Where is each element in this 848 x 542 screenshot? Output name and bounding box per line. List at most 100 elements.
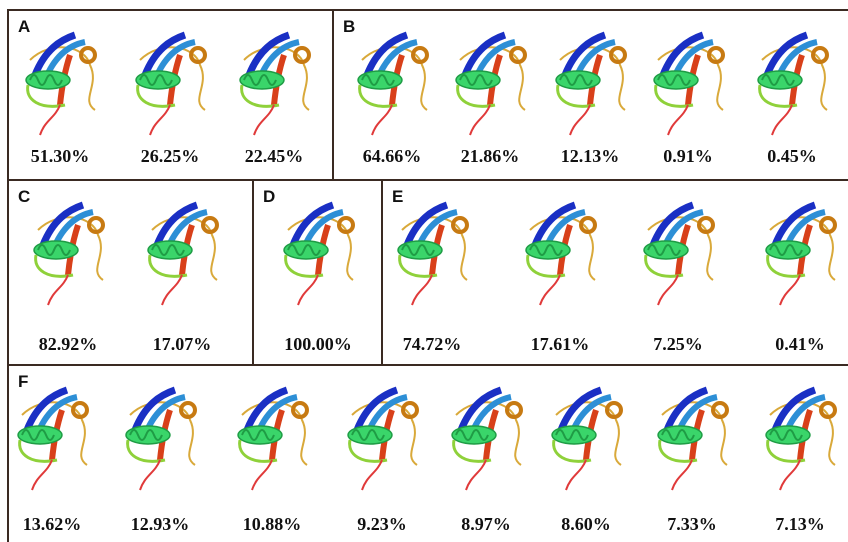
tail [570, 105, 590, 135]
figure-canvas: A 51.30% 26.25% 22.45% B 64.66% 21.86% 12.13% 0.… [0, 0, 848, 542]
percentage: 26.25% [141, 146, 200, 166]
percentage: 7.33% [667, 514, 717, 534]
helix [148, 241, 192, 259]
protein-structure [358, 35, 427, 135]
tail [780, 275, 800, 305]
tail [668, 105, 688, 135]
tail [466, 460, 486, 490]
helix [452, 426, 496, 444]
protein-structure [556, 35, 625, 135]
tail [372, 105, 392, 135]
panel-label: D [263, 187, 275, 206]
protein-structure [126, 390, 195, 490]
helix [238, 426, 282, 444]
helix [284, 241, 328, 259]
helix [766, 241, 810, 259]
tail [48, 275, 68, 305]
protein-structure [758, 35, 827, 135]
helix [240, 71, 284, 89]
helix [348, 426, 392, 444]
tail [140, 460, 160, 490]
helix [758, 71, 802, 89]
tail [32, 460, 52, 490]
percentage: 0.45% [767, 146, 817, 166]
tail [254, 105, 274, 135]
percentage: 21.86% [461, 146, 520, 166]
percentage: 9.23% [357, 514, 407, 534]
protein-structure [34, 205, 103, 305]
percentage: 0.91% [663, 146, 713, 166]
helix [526, 241, 570, 259]
percentage: 12.13% [561, 146, 620, 166]
tail [412, 275, 432, 305]
tail [40, 105, 60, 135]
helix [556, 71, 600, 89]
helix [18, 426, 62, 444]
protein-structure [26, 35, 95, 135]
protein-structure [552, 390, 621, 490]
tail [150, 105, 170, 135]
protein-structure [766, 205, 835, 305]
percentage: 10.88% [243, 514, 302, 534]
figure: A 51.30% 26.25% 22.45% B 64.66% 21.86% 12.13% 0.… [0, 0, 848, 542]
tail [672, 460, 692, 490]
percentage: 74.72% [403, 334, 462, 354]
helix [358, 71, 402, 89]
helix [456, 71, 500, 89]
protein-structure [644, 205, 713, 305]
tail [252, 460, 272, 490]
panel-label: E [392, 187, 403, 206]
helix [552, 426, 596, 444]
protein-structure [136, 35, 205, 135]
tail [780, 460, 800, 490]
percentage: 100.00% [284, 334, 352, 354]
percentage: 7.13% [775, 514, 825, 534]
protein-structure [238, 390, 307, 490]
percentage: 0.41% [775, 334, 825, 354]
tail [540, 275, 560, 305]
protein-structure [456, 35, 525, 135]
protein-structure [526, 205, 595, 305]
helix [644, 241, 688, 259]
percentage: 13.62% [23, 514, 82, 534]
helix [398, 241, 442, 259]
protein-structure [284, 205, 353, 305]
helix [658, 426, 702, 444]
panel-label: F [18, 372, 28, 391]
helix [766, 426, 810, 444]
protein-structure [654, 35, 723, 135]
percentage: 64.66% [363, 146, 422, 166]
protein-structure [658, 390, 727, 490]
percentage: 7.25% [653, 334, 703, 354]
helix [26, 71, 70, 89]
protein-structure [398, 205, 467, 305]
protein-structure [148, 205, 217, 305]
percentage: 8.60% [561, 514, 611, 534]
protein-structure [766, 390, 835, 490]
percentage: 17.61% [531, 334, 590, 354]
protein-structure [240, 35, 309, 135]
helix [34, 241, 78, 259]
panel-label: C [18, 187, 30, 206]
helix [654, 71, 698, 89]
tail [772, 105, 792, 135]
helix [126, 426, 170, 444]
panel-label: B [343, 17, 355, 36]
percentage: 12.93% [131, 514, 190, 534]
tail [162, 275, 182, 305]
percentage: 51.30% [31, 146, 90, 166]
protein-structure [348, 390, 417, 490]
tail [658, 275, 678, 305]
tail [470, 105, 490, 135]
protein-structure [452, 390, 521, 490]
percentage: 17.07% [153, 334, 212, 354]
protein-structure [18, 390, 87, 490]
tail [298, 275, 318, 305]
tail [362, 460, 382, 490]
percentage: 22.45% [245, 146, 304, 166]
helix [136, 71, 180, 89]
panel-label: A [18, 17, 30, 36]
percentage: 82.92% [39, 334, 98, 354]
percentage: 8.97% [461, 514, 511, 534]
tail [566, 460, 586, 490]
